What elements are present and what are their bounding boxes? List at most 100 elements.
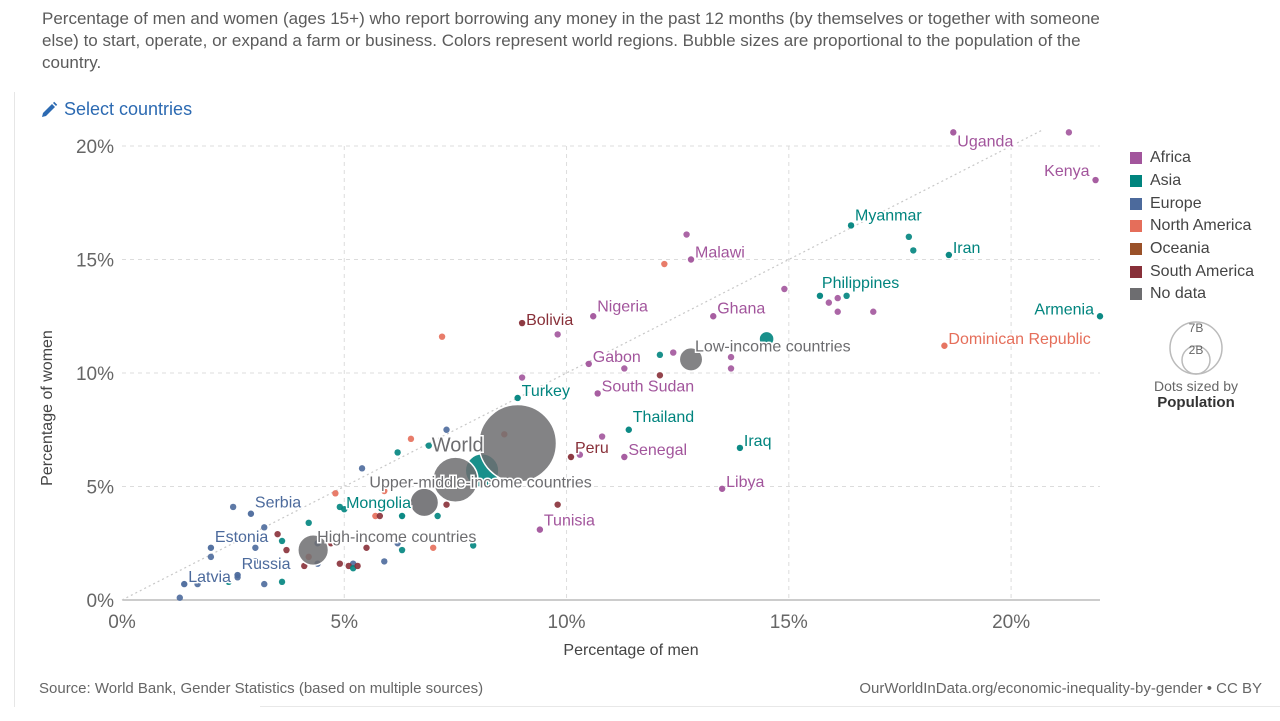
point-label: High-income countries [317,529,476,546]
data-point [176,594,183,601]
legend-item[interactable]: Africa [1130,147,1254,170]
data-point [847,222,855,229]
data-point [727,353,735,361]
point-label: Iran [953,240,981,257]
data-point [354,562,361,570]
data-point [567,453,575,461]
data-point [834,294,841,302]
data-point [1065,129,1073,136]
data-point [518,319,526,327]
data-point [1096,313,1104,320]
data-point [590,313,597,320]
data-point [941,342,948,349]
data-point [432,456,479,504]
data-point [394,540,401,547]
data-point [678,346,704,372]
data-point [398,512,406,520]
size-legend: 7B 2B Dots sized by Population [1140,318,1252,411]
data-point [621,453,628,461]
data-point [274,530,281,538]
legend-swatch [1130,265,1142,278]
data-point [514,394,521,402]
legend-swatch [1130,175,1142,188]
data-point [478,403,558,483]
legend-swatch [1130,220,1142,233]
legend-swatch [1130,288,1142,301]
legend-item[interactable]: South America [1130,260,1254,283]
source-note: Source: World Bank, Gender Statistics (b… [39,680,484,697]
data-point [621,365,628,372]
data-point [341,506,348,513]
point-label: Low-income countries [695,338,851,355]
point-label: Ghana [717,300,765,317]
data-point [670,349,677,356]
data-point [305,519,312,527]
legend-item[interactable]: Europe [1130,192,1254,215]
point-label: Turkey [522,383,570,400]
data-point [736,444,744,452]
data-point [434,512,441,520]
point-label: Kenya [1044,163,1089,180]
data-point [576,451,584,458]
x-tick-label: 15% [770,612,808,633]
data-point [425,442,432,449]
legend-item[interactable]: Asia [1130,170,1254,193]
legend-label: Oceania [1150,240,1210,258]
data-point [297,533,330,567]
point-label: Philippines [822,275,899,292]
point-label: Dominican Republic [948,331,1090,348]
point-label: Latvia [188,569,231,586]
point-label: Bolivia [526,312,573,329]
attribution-link[interactable]: OurWorldInData.org/economic-inequality-b… [859,680,1262,697]
size-metric: Population [1157,394,1235,411]
point-label: Upper-middle-income countries [369,475,591,492]
legend-label: Africa [1150,149,1191,167]
region-legend: Africa Asia Europe North America Oceania Sout… [1130,147,1254,306]
data-point [409,487,439,517]
data-point [843,292,850,300]
size-legend-circles: 7B 2B [1169,321,1223,375]
data-point [381,558,388,565]
point-label: South Sudan [602,378,695,395]
chart-subtitle: Percentage of men and women (ages 15+) w… [42,9,1100,72]
point-label: Mongolia [346,495,411,512]
data-point [910,247,917,254]
data-point [781,285,788,293]
data-point [870,308,877,315]
data-point [225,578,232,586]
data-point [252,558,259,565]
data-point [438,333,446,340]
point-label: World [432,434,484,456]
data-point [825,299,833,306]
legend-swatch [1130,197,1142,210]
data-point [332,490,339,497]
legend-item[interactable]: Oceania [1130,238,1254,261]
point-label: Serbia [255,495,301,512]
data-point [252,544,259,551]
data-point [758,331,775,347]
data-point [585,360,592,368]
size-legend-large: 7B [1189,321,1204,335]
point-label: Armenia [1034,301,1094,318]
data-point [518,374,526,381]
data-point [407,435,415,443]
point-label: Senegal [628,442,687,459]
legend-item[interactable]: No data [1130,283,1254,306]
data-point [950,129,957,136]
diagonal-reference-line [121,129,1043,601]
data-point [816,292,824,300]
data-point [381,487,388,495]
data-point [261,580,268,588]
data-point [278,578,286,586]
select-countries-button[interactable]: Select countries [40,99,192,120]
point-label: Uganda [957,133,1013,150]
legend-item[interactable]: North America [1130,215,1254,238]
data-point [834,308,841,315]
data-point [207,544,215,551]
data-point [594,390,601,397]
data-point [278,537,286,545]
x-tick-label: 5% [331,612,359,633]
data-point [536,526,544,533]
point-label: Thailand [633,409,694,426]
